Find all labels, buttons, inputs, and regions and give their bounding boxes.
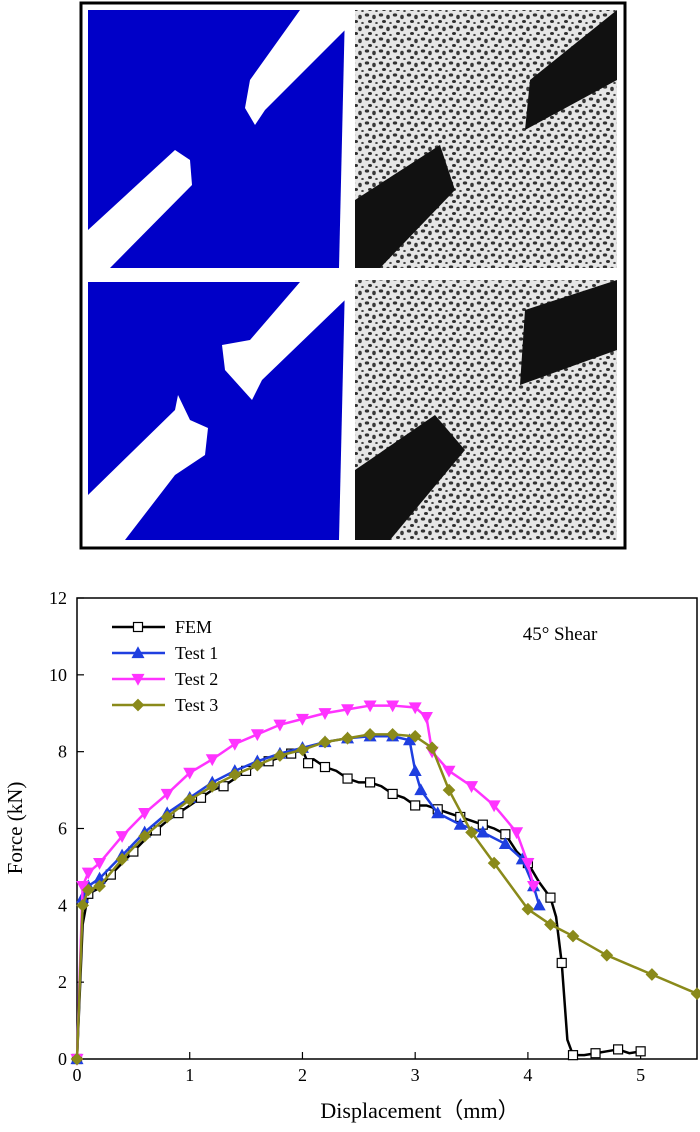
legend-label: FEM	[175, 617, 212, 637]
data-point	[411, 801, 420, 810]
data-point	[614, 1045, 623, 1054]
x-axis-label: Displacement（mm）	[320, 1098, 519, 1123]
plot-frame	[77, 598, 697, 1059]
data-point	[343, 774, 352, 783]
legend-marker	[134, 623, 143, 632]
data-point	[568, 931, 579, 942]
data-point	[421, 713, 432, 723]
x-tick-label: 5	[636, 1065, 645, 1085]
legend-label: Test 3	[175, 695, 218, 715]
data-point	[410, 765, 421, 775]
x-tick-label: 2	[298, 1065, 307, 1085]
data-point	[646, 969, 657, 980]
data-point	[511, 828, 522, 838]
y-tick-label: 8	[58, 742, 67, 762]
series-line	[77, 750, 641, 1059]
y-tick-label: 10	[49, 665, 67, 685]
y-tick-label: 4	[58, 895, 67, 915]
series-line	[77, 734, 697, 1059]
data-point	[546, 893, 555, 902]
image-panel	[81, 3, 625, 548]
legend-label: Test 1	[175, 643, 218, 663]
data-point	[601, 950, 612, 961]
y-axis-label: Force (kN)	[3, 782, 27, 875]
legend-label: Test 2	[175, 669, 218, 689]
data-point	[207, 755, 218, 765]
y-tick-label: 2	[58, 972, 67, 992]
data-point	[321, 763, 330, 772]
x-tick-label: 3	[411, 1065, 420, 1085]
data-point	[534, 900, 545, 910]
y-tick-label: 0	[58, 1049, 67, 1069]
data-point	[415, 785, 426, 795]
legend-marker	[133, 700, 144, 711]
data-point	[366, 778, 375, 787]
data-point	[444, 785, 455, 796]
data-point	[557, 958, 566, 967]
data-point	[304, 759, 313, 768]
data-point	[636, 1047, 645, 1056]
data-point	[388, 789, 397, 798]
y-tick-label: 12	[49, 588, 67, 608]
annotation: 45° Shear	[523, 624, 598, 645]
y-tick-label: 6	[58, 819, 67, 839]
x-tick-label: 4	[523, 1065, 532, 1085]
data-point	[229, 769, 240, 780]
x-tick-label: 1	[185, 1065, 194, 1085]
data-point	[591, 1049, 600, 1058]
data-point	[83, 868, 94, 878]
data-point	[569, 1051, 578, 1060]
data-point	[692, 988, 700, 999]
x-tick-label: 0	[73, 1065, 82, 1085]
